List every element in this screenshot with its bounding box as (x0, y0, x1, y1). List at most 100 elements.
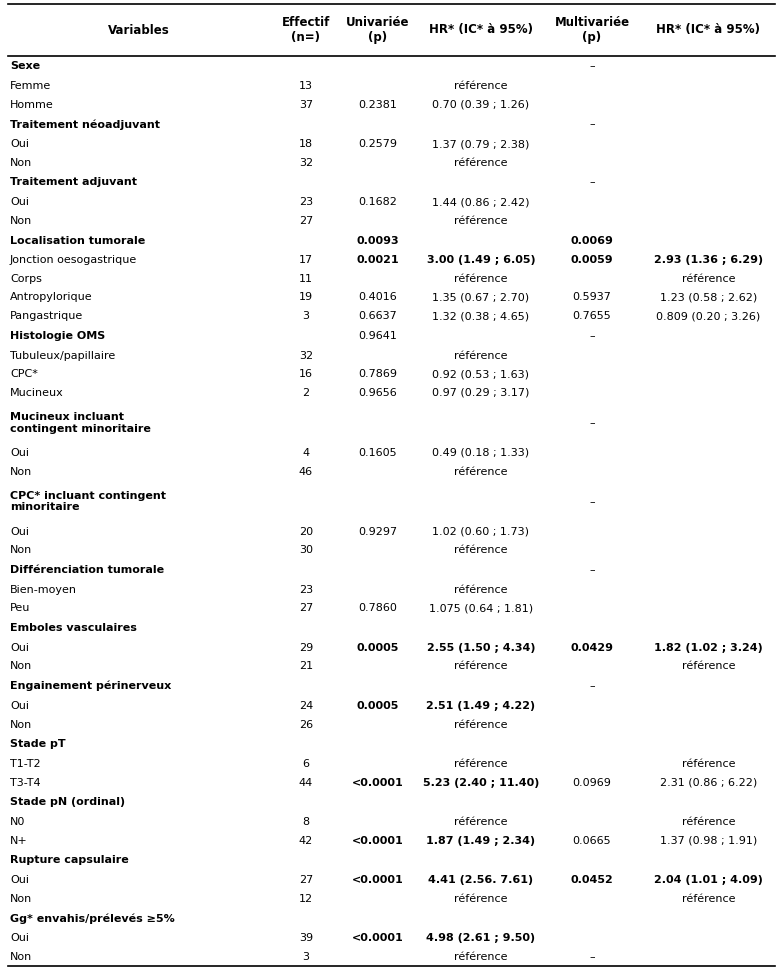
Text: –: – (589, 61, 595, 71)
Text: 39: 39 (299, 933, 313, 943)
Text: 0.7655: 0.7655 (573, 311, 612, 321)
Text: référence: référence (454, 952, 508, 961)
Text: 12: 12 (299, 894, 313, 904)
Text: 0.0059: 0.0059 (571, 256, 613, 265)
Text: Non: Non (10, 662, 32, 671)
Text: 32: 32 (299, 158, 313, 168)
Text: 0.2381: 0.2381 (358, 100, 397, 109)
Text: Non: Non (10, 158, 32, 168)
Text: référence: référence (682, 274, 735, 284)
Text: Peu: Peu (10, 603, 30, 614)
Text: référence: référence (454, 467, 508, 476)
Text: Univariée
(p): Univariée (p) (346, 16, 410, 44)
Text: Oui: Oui (10, 643, 29, 653)
Text: T3-T4: T3-T4 (10, 778, 41, 788)
Text: référence: référence (682, 817, 735, 827)
Text: 1.02 (0.60 ; 1.73): 1.02 (0.60 ; 1.73) (432, 527, 530, 537)
Text: référence: référence (454, 81, 508, 91)
Text: Rupture capsulaire: Rupture capsulaire (10, 855, 129, 866)
Text: 1.32 (0.38 ; 4.65): 1.32 (0.38 ; 4.65) (432, 311, 530, 321)
Text: 2: 2 (302, 387, 309, 398)
Text: 0.92 (0.53 ; 1.63): 0.92 (0.53 ; 1.63) (432, 369, 530, 379)
Text: <0.0001: <0.0001 (352, 933, 404, 943)
Text: Oui: Oui (10, 527, 29, 537)
Text: référence: référence (454, 662, 508, 671)
Text: 1.44 (0.86 ; 2.42): 1.44 (0.86 ; 2.42) (432, 197, 530, 207)
Text: 6: 6 (302, 759, 309, 769)
Text: HR* (IC* à 95%): HR* (IC* à 95%) (657, 23, 760, 36)
Text: 16: 16 (299, 369, 313, 379)
Text: 0.2579: 0.2579 (358, 140, 397, 149)
Text: 2.55 (1.50 ; 4.34): 2.55 (1.50 ; 4.34) (427, 643, 535, 653)
Text: référence: référence (454, 585, 508, 594)
Text: 27: 27 (299, 216, 313, 225)
Text: HR* (IC* à 95%): HR* (IC* à 95%) (429, 23, 533, 36)
Text: Non: Non (10, 894, 32, 904)
Text: –: – (589, 497, 595, 507)
Text: –: – (589, 952, 595, 961)
Text: référence: référence (454, 158, 508, 168)
Text: 2.04 (1.01 ; 4.09): 2.04 (1.01 ; 4.09) (654, 875, 763, 885)
Text: 2.51 (1.49 ; 4.22): 2.51 (1.49 ; 4.22) (426, 701, 536, 711)
Text: 42: 42 (299, 835, 313, 845)
Text: Mucineux incluant
contingent minoritaire: Mucineux incluant contingent minoritaire (10, 412, 151, 433)
Text: 19: 19 (299, 293, 313, 303)
Text: référence: référence (454, 546, 508, 555)
Text: 30: 30 (299, 546, 313, 555)
Text: 0.1682: 0.1682 (358, 197, 397, 207)
Text: 0.9656: 0.9656 (358, 387, 397, 398)
Text: CPC* incluant contingent
minoritaire: CPC* incluant contingent minoritaire (10, 491, 166, 512)
Text: référence: référence (454, 817, 508, 827)
Text: Histologie OMS: Histologie OMS (10, 331, 105, 341)
Text: <0.0001: <0.0001 (352, 778, 404, 788)
Text: Bien-moyen: Bien-moyen (10, 585, 77, 594)
Text: Tubuleux/papillaire: Tubuleux/papillaire (10, 350, 115, 360)
Text: Pangastrique: Pangastrique (10, 311, 83, 321)
Text: 2.31 (0.86 ; 6.22): 2.31 (0.86 ; 6.22) (660, 778, 757, 788)
Text: 0.1605: 0.1605 (358, 448, 397, 458)
Text: 0.0429: 0.0429 (570, 643, 614, 653)
Text: Multivariée
(p): Multivariée (p) (555, 16, 629, 44)
Text: 2.93 (1.36 ; 6.29): 2.93 (1.36 ; 6.29) (654, 256, 763, 265)
Text: 46: 46 (299, 467, 313, 476)
Text: 0.9641: 0.9641 (358, 331, 397, 341)
Text: référence: référence (454, 350, 508, 360)
Text: –: – (589, 681, 595, 691)
Text: Oui: Oui (10, 448, 29, 458)
Text: –: – (589, 418, 595, 427)
Text: 4.98 (2.61 ; 9.50): 4.98 (2.61 ; 9.50) (426, 933, 536, 943)
Text: Stade pT: Stade pT (10, 739, 65, 750)
Text: N0: N0 (10, 817, 26, 827)
Text: référence: référence (682, 759, 735, 769)
Text: référence: référence (454, 274, 508, 284)
Text: 0.4016: 0.4016 (358, 293, 397, 303)
Text: Non: Non (10, 952, 32, 961)
Text: 0.9297: 0.9297 (358, 527, 397, 537)
Text: Traitement adjuvant: Traitement adjuvant (10, 178, 137, 187)
Text: Non: Non (10, 719, 32, 729)
Text: Antropylorique: Antropylorique (10, 293, 93, 303)
Text: 0.0665: 0.0665 (573, 835, 612, 845)
Text: 0.97 (0.29 ; 3.17): 0.97 (0.29 ; 3.17) (432, 387, 530, 398)
Text: 1.075 (0.64 ; 1.81): 1.075 (0.64 ; 1.81) (429, 603, 533, 614)
Text: 0.7860: 0.7860 (358, 603, 397, 614)
Text: Gg* envahis/prélevés ≥5%: Gg* envahis/prélevés ≥5% (10, 914, 174, 923)
Text: T1-T2: T1-T2 (10, 759, 41, 769)
Text: 17: 17 (299, 256, 313, 265)
Text: Localisation tumorale: Localisation tumorale (10, 235, 145, 246)
Text: –: – (589, 119, 595, 130)
Text: référence: référence (682, 894, 735, 904)
Text: Homme: Homme (10, 100, 54, 109)
Text: 23: 23 (299, 197, 313, 207)
Text: Oui: Oui (10, 933, 29, 943)
Text: 0.0969: 0.0969 (573, 778, 612, 788)
Text: Oui: Oui (10, 875, 29, 885)
Text: 27: 27 (299, 875, 313, 885)
Text: référence: référence (454, 759, 508, 769)
Text: –: – (589, 331, 595, 341)
Text: 27: 27 (299, 603, 313, 614)
Text: 1.37 (0.98 ; 1.91): 1.37 (0.98 ; 1.91) (660, 835, 757, 845)
Text: <0.0001: <0.0001 (352, 835, 404, 845)
Text: Femme: Femme (10, 81, 51, 91)
Text: 0.0452: 0.0452 (571, 875, 613, 885)
